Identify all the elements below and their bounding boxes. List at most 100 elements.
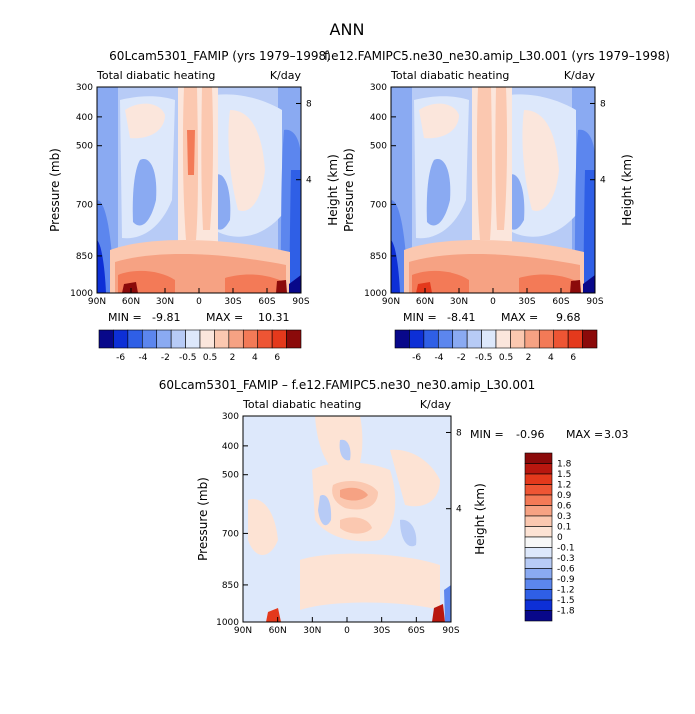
colorbar-swatch	[524, 568, 553, 580]
region-surface-max-south	[276, 280, 287, 293]
colorbar-label: -0.5	[179, 353, 197, 363]
colorbar-swatch	[170, 329, 186, 349]
colorbar-swatch	[437, 329, 454, 349]
region-itcz-core	[476, 87, 492, 240]
region-surface-max-south	[570, 280, 581, 293]
x-tick-label: 90S	[292, 297, 309, 307]
x-tick-label: 30N	[303, 626, 321, 636]
panel-2-min-label: MIN =	[403, 311, 437, 324]
panel-3-min-value: -0.96	[516, 428, 544, 441]
x-tick-label: 60S	[408, 626, 425, 636]
colorbar-swatch	[538, 329, 555, 349]
panel-2-max-value: 9.68	[556, 311, 581, 324]
colorbar-swatch	[510, 329, 526, 349]
colorbar-swatch	[423, 329, 439, 349]
colorbar-label: -0.5	[475, 353, 493, 363]
region-pink-sw	[248, 499, 278, 555]
colorbar-label: -4	[139, 353, 148, 363]
colorbar-swatch	[113, 329, 129, 349]
colorbar-swatch	[242, 329, 259, 349]
panel-3-ylabel: Pressure (mb)	[196, 477, 210, 561]
x-tick-label: 90S	[586, 297, 603, 307]
colorbar-label: 6	[570, 353, 576, 363]
colorbar-swatch	[185, 329, 201, 349]
y-tick-label: 700	[222, 529, 239, 539]
y-tick-label: 1000	[364, 289, 387, 299]
panel-2-stats: MIN = -8.41 MAX = 9.68	[403, 311, 581, 324]
colorbar-swatch	[524, 463, 553, 475]
panel-1-contours	[97, 87, 301, 293]
x-tick-label: 0	[490, 297, 496, 307]
y-tick-label: 500	[76, 142, 93, 152]
colorbar-label: 0.9	[557, 491, 572, 501]
y2-tick-label: 4	[600, 176, 606, 186]
colorbar-swatch	[394, 329, 410, 349]
panel-1-max-label: MAX =	[206, 311, 243, 324]
y-tick-label: 700	[370, 200, 387, 210]
panel-1-field-label: Total diabatic heating	[96, 69, 215, 82]
region-darkblue-edge-north	[97, 240, 106, 293]
colorbar-label: 0.5	[499, 353, 513, 363]
panel-3-y2label: Height (km)	[473, 483, 487, 554]
colorbar-label: 0.1	[557, 523, 571, 533]
region-blue-north	[426, 159, 451, 226]
colorbar-label: 4	[252, 353, 258, 363]
colorbar-label: -4	[435, 353, 444, 363]
colorbar-swatch	[257, 329, 273, 349]
region-boundary-layer-strong-south	[225, 274, 284, 293]
colorbar-label: 6	[274, 353, 280, 363]
region-blue-south	[400, 519, 417, 547]
panel-3-field-label: Total diabatic heating	[242, 398, 361, 411]
colorbar-swatch	[98, 329, 114, 349]
x-tick-label: 90N	[382, 297, 400, 307]
region-peach-lower	[340, 517, 372, 534]
colorbar-swatch	[524, 526, 553, 538]
colorbar-swatch	[466, 329, 482, 349]
colorbar-swatch	[199, 329, 215, 349]
panel-3: 60Lcam5301_FAMIP – f.e12.FAMIPC5.ne30_ne…	[159, 378, 629, 636]
y2-tick-label: 8	[456, 428, 462, 438]
colorbar-swatch	[582, 329, 598, 349]
panel-2-axes: 90N 60N 30N 0 30S 60S 90S 300 400 500 700 850 1000 8 4	[364, 83, 606, 307]
region-surface-max-north	[122, 282, 138, 293]
x-tick-label: 30S	[224, 297, 241, 307]
x-tick-label: 30N	[450, 297, 468, 307]
colorbar-swatch	[524, 557, 553, 569]
colorbar-label: 0.5	[203, 353, 217, 363]
colorbar-label: -0.1	[557, 544, 575, 554]
panel-2-y2label: Height (km)	[620, 154, 634, 225]
colorbar-label: -1.8	[557, 607, 575, 617]
region-pink-south	[390, 449, 440, 507]
region-surface-red-south	[432, 604, 445, 622]
colorbar-label: -2	[457, 353, 466, 363]
region-darkblue-edge-south	[289, 170, 301, 293]
colorbar-swatch	[141, 329, 158, 349]
y-tick-label: 400	[76, 113, 93, 123]
panel-1: 60Lcam5301_FAMIP (yrs 1979–1998) Total d…	[48, 49, 340, 363]
colorbar-label: -0.6	[557, 565, 575, 575]
region-darkblue-edge-north	[391, 240, 400, 293]
panel-3-max-value: 3.03	[604, 428, 629, 441]
y-tick-label: 850	[370, 252, 387, 262]
panel-1-title: 60Lcam5301_FAMIP (yrs 1979–1998)	[109, 49, 331, 63]
colorbar-swatch	[409, 329, 425, 349]
y2-tick-label: 8	[306, 99, 312, 109]
x-tick-label: 90N	[88, 297, 106, 307]
panel-2-max-label: MAX =	[501, 311, 538, 324]
colorbar-swatch	[452, 329, 468, 349]
x-tick-label: 60N	[416, 297, 434, 307]
colorbar-swatch	[286, 329, 302, 349]
region-surface-max-north	[416, 282, 432, 293]
colorbar-label: 0.6	[557, 502, 572, 512]
y-tick-label: 1000	[216, 618, 239, 628]
colorbar-label: -0.9	[557, 575, 575, 585]
panel-2-ylabel: Pressure (mb)	[342, 148, 356, 232]
region-itcz-core-2	[201, 87, 214, 230]
colorbar-swatch	[524, 515, 553, 527]
colorbar-swatch	[524, 536, 553, 548]
y-tick-label: 850	[76, 252, 93, 262]
colorbar-swatch	[524, 578, 553, 590]
y-tick-label: 1000	[70, 289, 93, 299]
panel-2-units: K/day	[564, 69, 596, 82]
region-pink-south	[522, 110, 559, 211]
